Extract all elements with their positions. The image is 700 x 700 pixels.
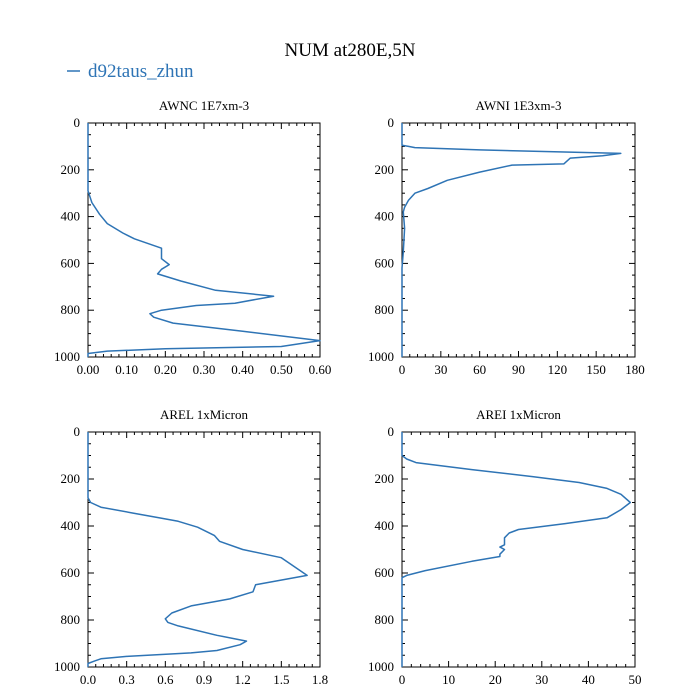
x-tick-label: 10 xyxy=(442,672,455,687)
x-tick-label: 0.30 xyxy=(193,362,216,377)
x-tick-label: 0.9 xyxy=(196,672,212,687)
series-line xyxy=(87,432,308,667)
y-tick-label: 0 xyxy=(74,424,81,439)
x-tick-label: 150 xyxy=(586,362,606,377)
panel-2: AWNI 1E3xm-3 0 30 60 90 120 150 180 0 200 400 600 80… xyxy=(368,98,645,377)
figure-title: NUM at280E,5N xyxy=(285,40,416,61)
x-tick-label: 0.0 xyxy=(80,672,96,687)
x-tick-label: 90 xyxy=(512,362,525,377)
x-tick-label: 0.40 xyxy=(231,362,254,377)
x-tick-label: 40 xyxy=(582,672,595,687)
y-tick-label: 800 xyxy=(61,302,81,317)
x-tick-label: 0.3 xyxy=(119,672,135,687)
legend-label: d92taus_zhun xyxy=(88,61,194,82)
panel-3: AREL 1xMicron 0.0 0.3 0.6 0.9 1.2 1.5 1.8 0 200 40… xyxy=(54,407,328,687)
y-tick-label: 800 xyxy=(375,612,395,627)
panel-4: AREI 1xMicron 0 10 20 30 40 50 0 200 400 600 800 100… xyxy=(368,407,642,687)
y-tick-label: 0 xyxy=(388,115,395,130)
series-line xyxy=(401,123,622,357)
y-tick-label: 200 xyxy=(61,162,81,177)
series-line xyxy=(87,123,321,357)
x-tick-label: 1.8 xyxy=(312,672,328,687)
x-tick-label: 180 xyxy=(625,362,645,377)
y-tick-label: 400 xyxy=(61,518,81,533)
y-tick-label: 200 xyxy=(375,162,395,177)
x-tick-label: 20 xyxy=(489,672,502,687)
series-line xyxy=(401,432,632,667)
y-tick-label: 1000 xyxy=(54,659,80,674)
y-tick-label: 800 xyxy=(61,612,81,627)
y-tick-label: 600 xyxy=(61,565,81,580)
x-tick-label: 0.10 xyxy=(115,362,138,377)
y-tick-label: 0 xyxy=(74,115,81,130)
y-tick-label: 600 xyxy=(375,565,395,580)
plot-frame xyxy=(87,122,321,358)
x-tick-label: 1.2 xyxy=(235,672,251,687)
x-tick-label: 0 xyxy=(399,362,406,377)
x-tick-label: 50 xyxy=(629,672,642,687)
y-tick-label: 400 xyxy=(375,209,395,224)
y-tick-label: 1000 xyxy=(54,349,80,364)
x-tick-label: 0.50 xyxy=(270,362,293,377)
y-tick-label: 1000 xyxy=(368,349,394,364)
panel-title: AWNC 1E7xm-3 xyxy=(159,98,249,113)
y-tick-label: 600 xyxy=(375,255,395,270)
y-tick-label: 0 xyxy=(388,424,395,439)
x-tick-label: 60 xyxy=(473,362,486,377)
x-tick-label: 120 xyxy=(548,362,568,377)
panel-title: AWNI 1E3xm-3 xyxy=(476,98,562,113)
plot-frame xyxy=(401,431,636,668)
y-tick-label: 200 xyxy=(375,471,395,486)
x-tick-label: 0 xyxy=(399,672,406,687)
x-tick-label: 0.20 xyxy=(154,362,177,377)
panel-title: AREL 1xMicron xyxy=(160,407,248,422)
x-tick-label: 0.6 xyxy=(157,672,174,687)
y-tick-label: 400 xyxy=(375,518,395,533)
panel-title: AREI 1xMicron xyxy=(476,407,561,422)
x-tick-label: 30 xyxy=(535,672,548,687)
y-tick-label: 600 xyxy=(61,255,81,270)
y-tick-label: 800 xyxy=(375,302,395,317)
x-tick-label: 0.60 xyxy=(309,362,332,377)
y-tick-label: 400 xyxy=(61,209,81,224)
x-tick-label: 0.00 xyxy=(77,362,100,377)
y-tick-label: 1000 xyxy=(368,659,394,674)
x-tick-label: 1.5 xyxy=(273,672,289,687)
y-tick-label: 200 xyxy=(61,471,81,486)
plot-frame xyxy=(401,122,636,358)
x-tick-label: 30 xyxy=(434,362,447,377)
panel-1: AWNC 1E7xm-3 0.00 0.10 0.20 0.30 0.40 0.50 0.60… xyxy=(54,98,331,377)
legend: d92taus_zhun xyxy=(67,61,194,82)
